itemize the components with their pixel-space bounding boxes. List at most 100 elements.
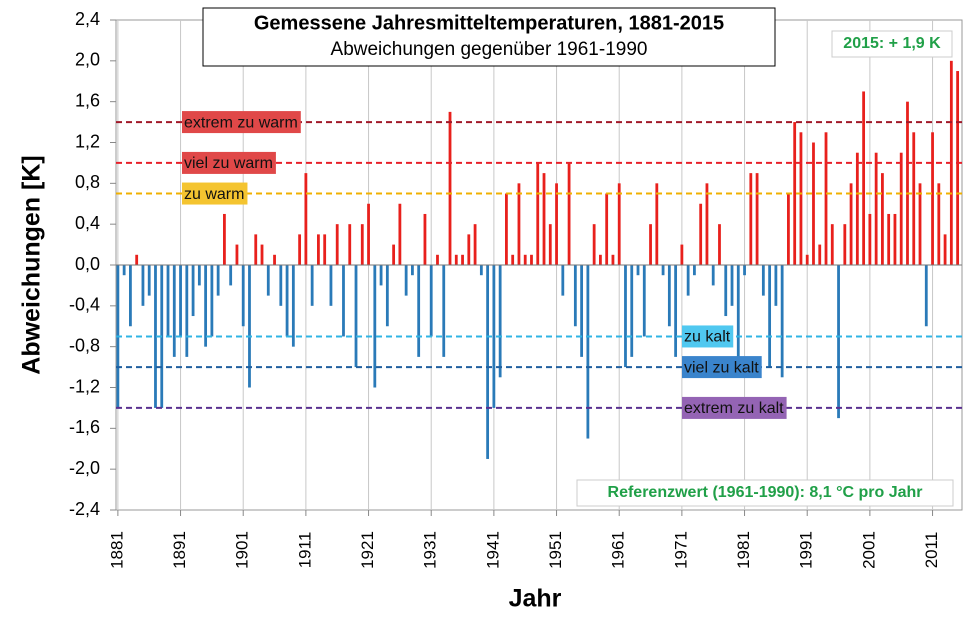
- bar: [555, 183, 558, 265]
- bar: [724, 265, 728, 317]
- bar: [436, 254, 439, 265]
- bar: [874, 152, 878, 265]
- bar: [411, 265, 414, 276]
- bar: [429, 265, 433, 337]
- reference-label-box: [682, 325, 734, 348]
- bar: [172, 265, 176, 357]
- bar: [204, 265, 208, 347]
- bar: [624, 265, 627, 368]
- bar: [235, 244, 239, 265]
- reference-label-box: [682, 396, 787, 419]
- x-tick-label: 1901: [233, 531, 252, 569]
- x-tick-label: 1881: [107, 531, 126, 569]
- x-tick-label: 1981: [734, 531, 753, 569]
- x-axis-label: Jahr: [509, 585, 562, 613]
- bar: [611, 254, 615, 265]
- bar: [793, 122, 797, 265]
- bar: [636, 265, 640, 276]
- bar: [693, 265, 696, 276]
- bar: [718, 224, 721, 265]
- bar: [348, 224, 352, 265]
- bar: [893, 213, 897, 265]
- bar: [473, 224, 477, 265]
- bar: [686, 265, 690, 296]
- reference-label-box: [182, 182, 248, 205]
- bar: [918, 183, 922, 265]
- bar: [617, 183, 621, 265]
- bar: [830, 224, 834, 265]
- bar: [241, 265, 245, 327]
- bar: [931, 132, 934, 265]
- bar: [367, 203, 370, 265]
- bar: [486, 265, 490, 459]
- bar: [317, 234, 320, 265]
- bar: [642, 265, 646, 337]
- x-tick-label: 1911: [295, 532, 314, 569]
- bar: [674, 265, 678, 357]
- bar: [655, 183, 659, 265]
- bar: [498, 265, 502, 378]
- chart-subtitle: Abweichungen gegenüber 1961-1990: [331, 39, 648, 60]
- bar: [787, 193, 790, 265]
- bar: [298, 234, 302, 265]
- bar: [887, 213, 891, 265]
- reference-label: viel zu kalt: [684, 359, 759, 376]
- bar: [129, 265, 132, 327]
- bar: [924, 265, 928, 327]
- bar: [530, 254, 533, 265]
- bar: [342, 265, 345, 337]
- bar: [667, 265, 671, 327]
- bar: [248, 265, 251, 388]
- x-tick-label: 1961: [609, 531, 628, 569]
- x-tick-label: 2001: [859, 531, 878, 569]
- annotation: 2015: + 1,9 K: [843, 35, 941, 52]
- x-tick-label: 1921: [358, 531, 377, 569]
- reference-label: viel zu warm: [184, 155, 273, 172]
- bar: [561, 265, 565, 296]
- reference-label: extrem zu warm: [184, 114, 298, 131]
- bar: [837, 265, 840, 419]
- annotation: Referenzwert (1961-1990): 8,1 °C pro Jah…: [608, 484, 923, 501]
- bar: [442, 265, 446, 357]
- y-tick-label: 0,8: [75, 172, 100, 192]
- bar: [379, 265, 383, 286]
- bar: [505, 193, 508, 265]
- bar: [423, 213, 427, 265]
- x-tick-label: 2011: [922, 532, 941, 569]
- bar: [273, 254, 276, 265]
- bar: [743, 265, 746, 276]
- bar: [135, 254, 139, 265]
- bar: [599, 254, 602, 265]
- bar: [937, 183, 941, 265]
- x-tick-label: 1951: [546, 531, 565, 569]
- y-tick-label: 1,6: [75, 90, 100, 110]
- bar: [254, 234, 258, 265]
- bar: [824, 132, 828, 265]
- bar: [699, 203, 703, 265]
- bar: [849, 183, 853, 265]
- bar: [736, 265, 740, 357]
- bar: [454, 254, 458, 265]
- y-tick-label: -2,4: [69, 499, 100, 519]
- bar: [868, 213, 872, 265]
- bar: [373, 265, 377, 388]
- bar: [223, 213, 226, 265]
- x-tick-label: 1941: [483, 531, 502, 569]
- bar: [661, 265, 665, 276]
- bar: [749, 173, 753, 265]
- annotation-box: [576, 479, 954, 507]
- bar: [461, 254, 464, 265]
- x-tick-label: 1891: [170, 531, 189, 569]
- bar: [755, 173, 759, 265]
- y-tick-label: -0,4: [69, 295, 100, 315]
- bar: [906, 101, 909, 266]
- bar: [818, 244, 822, 265]
- bar: [304, 173, 308, 265]
- bar: [592, 224, 596, 265]
- bar: [154, 265, 157, 408]
- bar: [730, 265, 734, 306]
- y-tick-label: -0,8: [69, 335, 100, 355]
- bar: [398, 203, 402, 265]
- bar: [479, 265, 483, 276]
- bar: [329, 265, 333, 306]
